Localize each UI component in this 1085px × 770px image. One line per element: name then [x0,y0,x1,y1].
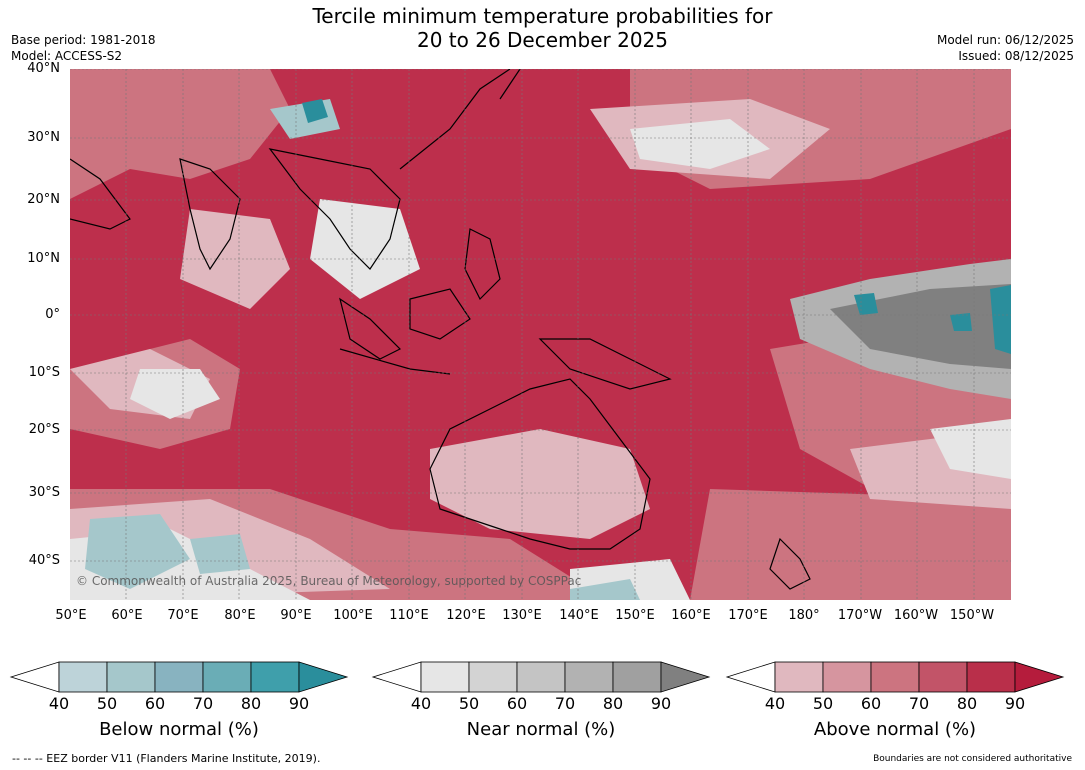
map-svg: © Commonwealth of Australia 2025, Bureau… [70,69,1011,600]
lat-label: 20°S [28,422,60,437]
lat-label: 0° [45,307,60,322]
base-period: Base period: 1981-2018 [11,33,156,47]
colorbar-tick: 70 [192,694,214,713]
colorbar-tick: 60 [860,694,882,713]
colorbar-title-below: Below normal (%) [99,719,259,740]
colorbar-above-normal [725,661,1065,693]
lat-label: 20°N [27,192,60,207]
lon-label: 50°E [55,608,87,623]
lat-label: 30°N [27,130,60,145]
lon-label: 170°W [837,608,883,623]
colorbar-extend-low [725,661,776,693]
map-title: Tercile minimum temperature probabilitie… [0,4,1085,52]
lon-label: 80°E [224,608,256,623]
colorbar-below-normal [9,661,349,693]
colorbar-segment [774,661,824,693]
colorbar-extend-high [1014,661,1065,693]
colorbar-tick: 40 [48,694,70,713]
colorbar-tick: 70 [554,694,576,713]
model-run: Model run: 06/12/2025 [936,33,1074,47]
colorbar-tick: 60 [506,694,528,713]
colorbar-tick: 90 [1004,694,1026,713]
lon-label: 150°E [615,608,655,623]
lon-label: 170°E [728,608,768,623]
colorbar-segment [106,661,156,693]
colorbar-segment [420,661,470,693]
colorbar-extend-high [660,661,711,693]
model-name: Model: ACCESS-S2 [11,49,123,63]
copyright-notice: © Commonwealth of Australia 2025, Bureau… [76,574,581,588]
lon-label: 100°E [333,608,373,623]
colorbar-segment [870,661,920,693]
colorbar-segment [202,661,252,693]
colorbar-tick: 40 [410,694,432,713]
lat-label: 10°N [27,251,60,266]
colorbar-segment [966,661,1016,693]
lat-label: 10°S [28,365,60,380]
colorbar-tick: 80 [956,694,978,713]
meta-left: Base period: 1981-2018 Model: ACCESS-S2 [11,32,156,64]
eez-border-note: -- -- -- EEZ border V11 (Flanders Marine… [12,752,321,765]
colorbar-tick: 60 [144,694,166,713]
colorbar-segment [822,661,872,693]
lon-label: 90°E [280,608,312,623]
lat-label: 40°S [28,553,60,568]
colorbar-title-above: Above normal (%) [813,719,977,740]
colorbar-tick: 80 [240,694,262,713]
lon-label: 160°E [671,608,711,623]
colorbar-extend-high [298,661,349,693]
colorbar-tick: 90 [650,694,672,713]
colorbar-tick: 40 [764,694,786,713]
boundaries-disclaimer: Boundaries are not considered authoritat… [873,754,1072,764]
lon-label: 150°W [949,608,995,623]
lon-label: 70°E [167,608,199,623]
colorbar-tick: 50 [458,694,480,713]
colorbar-segment [918,661,968,693]
colorbar-segment [516,661,566,693]
colorbar-tick: 90 [288,694,310,713]
lon-label: 160°W [893,608,939,623]
title-line-1: Tercile minimum temperature probabilitie… [312,4,773,28]
colorbar-segment [468,661,518,693]
colorbar-tick: 80 [602,694,624,713]
colorbar-segment [564,661,614,693]
lon-label: 120°E [446,608,486,623]
issued-date: Issued: 08/12/2025 [958,49,1074,63]
colorbar-segment [612,661,662,693]
lat-label: 40°N [27,61,60,76]
colorbar-tick: 70 [908,694,930,713]
colorbars [9,661,1065,693]
colorbar-title-near: Near normal (%) [466,719,616,740]
colorbar-segment [58,661,108,693]
lon-label: 130°E [502,608,542,623]
colorbar-extend-low [371,661,422,693]
colorbar-segment [250,661,300,693]
lon-label: 180° [788,608,820,623]
title-line-2: 20 to 26 December 2025 [416,28,668,52]
colorbar-tick: 50 [96,694,118,713]
lat-label: 30°S [28,485,60,500]
meta-right: Model run: 06/12/2025 Issued: 08/12/2025 [937,32,1074,64]
lon-label: 60°E [111,608,143,623]
probability-map: © Commonwealth of Australia 2025, Bureau… [70,69,1011,600]
colorbar-near-normal [371,661,711,693]
colorbar-tick: 50 [812,694,834,713]
lon-label: 110°E [389,608,429,623]
lon-label: 140°E [559,608,599,623]
colorbar-segment [154,661,204,693]
colorbar-extend-low [9,661,60,693]
